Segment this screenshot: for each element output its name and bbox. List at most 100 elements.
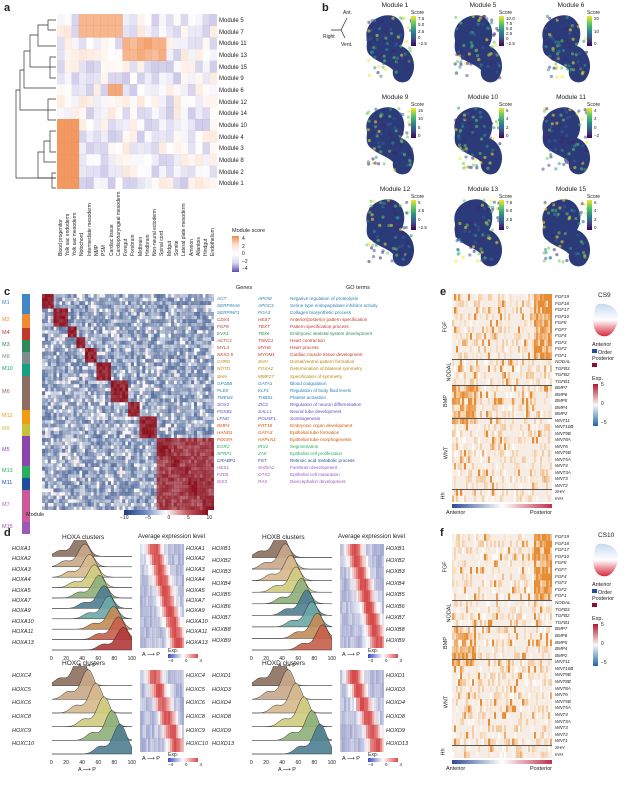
correlation-cell	[191, 340, 195, 345]
correlation-cell	[176, 430, 180, 435]
umap-point	[550, 208, 555, 212]
avg-cell	[148, 585, 151, 597]
heatmap-cell	[180, 154, 189, 166]
umap-point	[405, 163, 409, 168]
correlation-cell	[42, 333, 46, 338]
umap-point	[565, 258, 569, 263]
correlation-cell	[211, 380, 214, 385]
umap-plot	[454, 198, 503, 267]
correlation-cell	[196, 463, 200, 467]
correlation-cell	[148, 405, 152, 410]
correlation-cell	[136, 434, 140, 439]
correlation-cell	[173, 438, 177, 442]
correlation-cell	[148, 373, 152, 377]
hox-gene-label: HOXA13	[12, 639, 34, 646]
correlation-cell	[93, 463, 97, 467]
gene-label: SHH	[217, 373, 227, 379]
correlation-cell	[130, 340, 134, 345]
correlation-cell	[211, 348, 214, 352]
correlation-cell	[50, 481, 54, 485]
umap-legend: Score 5 2.5 0 −2.5	[411, 194, 427, 230]
correlation-cell	[159, 492, 163, 496]
correlation-cell	[136, 340, 140, 345]
gene-label: TNNC1	[258, 338, 274, 344]
correlation-cell	[202, 488, 206, 493]
correlation-cell	[65, 424, 68, 428]
correlation-cell	[42, 344, 46, 349]
correlation-cell	[185, 502, 189, 507]
correlation-cell	[107, 384, 111, 388]
correlation-cell	[99, 434, 103, 439]
correlation-cell	[44, 430, 48, 435]
correlation-cell	[153, 304, 157, 309]
correlation-cell	[168, 304, 172, 309]
correlation-cell	[87, 312, 91, 316]
avg-cell	[170, 564, 173, 576]
correlation-cell	[202, 506, 206, 510]
correlation-cell	[93, 495, 97, 500]
correlation-cell	[165, 337, 169, 341]
umap-point	[369, 199, 373, 203]
correlation-cell	[196, 351, 200, 356]
correlation-cell	[47, 315, 51, 320]
avg-cell	[148, 575, 151, 586]
correlation-cell	[87, 333, 91, 338]
correlation-cell	[62, 463, 66, 467]
heatmap-cell	[115, 119, 123, 131]
correlation-cell	[67, 384, 71, 388]
correlation-cell	[42, 394, 46, 399]
correlation-cell	[119, 412, 123, 417]
correlation-cell	[196, 380, 200, 385]
correlation-cell	[73, 337, 77, 341]
correlation-cell	[125, 427, 128, 431]
correlation-cell	[73, 355, 77, 359]
correlation-cell	[145, 477, 149, 482]
correlation-cell	[93, 466, 97, 471]
umap-point	[483, 133, 487, 137]
correlation-cell	[79, 369, 83, 374]
correlation-cell	[67, 466, 71, 471]
correlation-cell	[56, 326, 60, 331]
correlation-cell	[150, 448, 154, 453]
colorbar-tick: 10.0	[506, 16, 515, 21]
umap-point	[490, 18, 494, 22]
correlation-cell	[211, 463, 214, 467]
correlation-cell	[139, 452, 143, 457]
umap-point	[471, 163, 475, 167]
correlation-cell	[99, 358, 103, 363]
correlation-cell	[102, 430, 106, 435]
correlation-cell	[156, 355, 160, 359]
correlation-cell	[199, 441, 203, 446]
correlation-cell	[85, 492, 89, 496]
umap-point	[573, 33, 577, 37]
correlation-cell	[50, 319, 54, 323]
correlation-cell	[99, 405, 103, 410]
correlation-cell	[162, 474, 166, 478]
correlation-cell	[73, 445, 77, 449]
gene-label: FOXA2	[258, 366, 274, 372]
correlation-cell	[53, 369, 57, 374]
heatmap-cell	[86, 130, 94, 143]
correlation-cell	[133, 351, 137, 356]
correlation-cell	[122, 484, 126, 489]
correlation-cell	[176, 459, 180, 464]
umap-point	[582, 39, 586, 43]
avg-cell	[152, 554, 155, 565]
umap-point	[405, 245, 409, 249]
correlation-cell	[125, 442, 128, 446]
correlation-cell	[82, 387, 86, 392]
correlation-cell	[171, 391, 175, 395]
avg-cell	[174, 596, 177, 607]
panel-a-heatmap	[57, 14, 217, 189]
correlation-cell	[76, 430, 80, 435]
heatmap-cell	[122, 95, 131, 108]
umap-point	[401, 230, 405, 235]
correlation-cell	[182, 337, 186, 341]
correlation-cell	[56, 459, 60, 464]
correlation-cell	[85, 488, 89, 493]
correlation-cell	[113, 322, 117, 327]
correlation-cell	[130, 438, 134, 442]
correlation-cell	[202, 348, 206, 352]
correlation-cell	[113, 380, 117, 385]
correlation-cell	[199, 362, 203, 367]
